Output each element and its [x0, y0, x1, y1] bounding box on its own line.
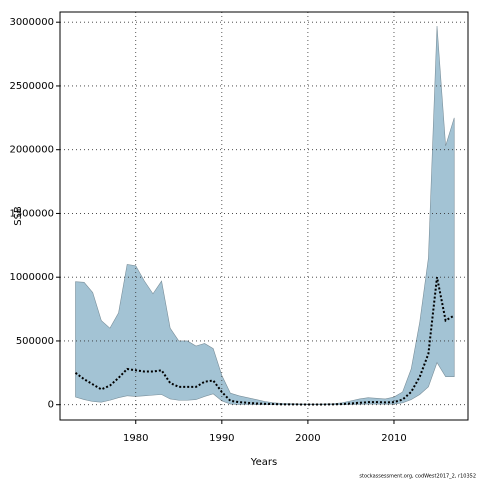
x-tick-label: 1990 [209, 433, 234, 444]
y-tick-label: 2500000 [9, 81, 54, 92]
plot-frame [59, 11, 469, 421]
x-tick-label: 1980 [123, 433, 148, 444]
y-tick-label: 0 [48, 400, 54, 411]
y-tick-label: 3000000 [9, 17, 54, 28]
x-tick-label: 2000 [295, 433, 320, 444]
y-tick-label: 1000000 [9, 272, 54, 283]
y-tick-label: 1500000 [9, 208, 54, 219]
median-line [74, 277, 455, 406]
confidence-band [75, 26, 455, 405]
y-tick-label: 500000 [16, 336, 54, 347]
y-tick-label: 2000000 [9, 145, 54, 156]
x-axis-label: Years [250, 457, 277, 468]
y-axis-label: SSB [13, 206, 24, 226]
footnote: stockassessment.org, codWest2017_2, r103… [359, 474, 476, 480]
x-tick-label: 2010 [381, 433, 406, 444]
